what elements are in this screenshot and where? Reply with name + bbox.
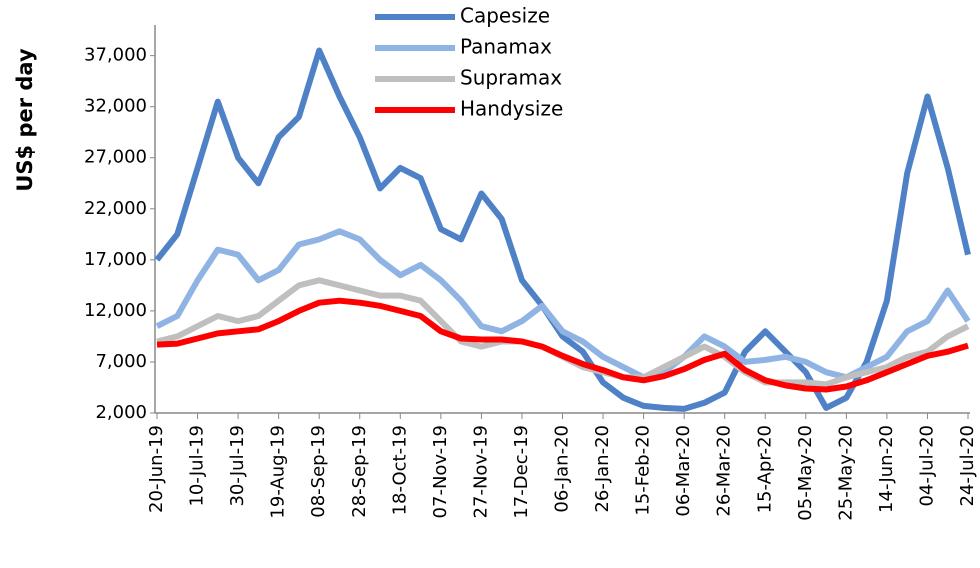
series-line (155, 228, 971, 381)
x-tick-label: 04-Jul-20 (916, 425, 937, 507)
y-tick-label: 22,000 (84, 198, 147, 219)
x-tick-label: 20-Jun-19 (146, 425, 167, 513)
y-tick-label: 37,000 (84, 45, 147, 66)
x-tick-label: 28-Sep-19 (349, 425, 370, 518)
y-tick-label: 27,000 (84, 147, 147, 168)
x-tick-label: 19-Aug-19 (268, 425, 289, 519)
x-tick-label: 06-Mar-20 (673, 425, 694, 517)
x-tick-label: 27-Nov-19 (470, 425, 491, 518)
x-tick-label: 17-Dec-19 (511, 425, 532, 519)
x-tick-label: 15-Apr-20 (754, 425, 775, 513)
legend-label: Panamax (460, 35, 552, 59)
x-tick-label: 15-Feb-20 (633, 425, 654, 516)
x-tick-label: 24-Jul-20 (957, 425, 978, 507)
y-tick-label: 32,000 (84, 96, 147, 117)
y-axis-title: US$ per day (13, 48, 37, 192)
x-tick-label: 06-Jan-20 (552, 425, 573, 513)
y-tick-label: 17,000 (84, 249, 147, 270)
x-tick-label: 14-Jun-20 (876, 425, 897, 513)
x-tick-label: 10-Jul-19 (187, 425, 208, 507)
y-tick-label: 7,000 (95, 351, 147, 372)
legend-label: Supramax (460, 66, 562, 90)
y-tick-label: 12,000 (84, 300, 147, 321)
x-tick-label: 25-May-20 (835, 425, 856, 521)
x-tick-label: 07-Nov-19 (430, 425, 451, 518)
x-tick-label: 26-Mar-20 (714, 425, 735, 517)
legend-label: Handysize (460, 97, 563, 121)
x-tick-label: 26-Jan-20 (592, 425, 613, 513)
x-tick-label: 30-Jul-19 (227, 425, 248, 507)
y-tick-label: 2,000 (95, 402, 147, 423)
series-line (156, 297, 969, 393)
series-line (154, 47, 971, 412)
x-tick-label: 05-May-20 (795, 425, 816, 521)
x-tick-label: 18-Oct-19 (389, 425, 410, 515)
x-tick-label: 08-Sep-19 (308, 425, 329, 518)
legend-label: Capesize (460, 4, 550, 28)
